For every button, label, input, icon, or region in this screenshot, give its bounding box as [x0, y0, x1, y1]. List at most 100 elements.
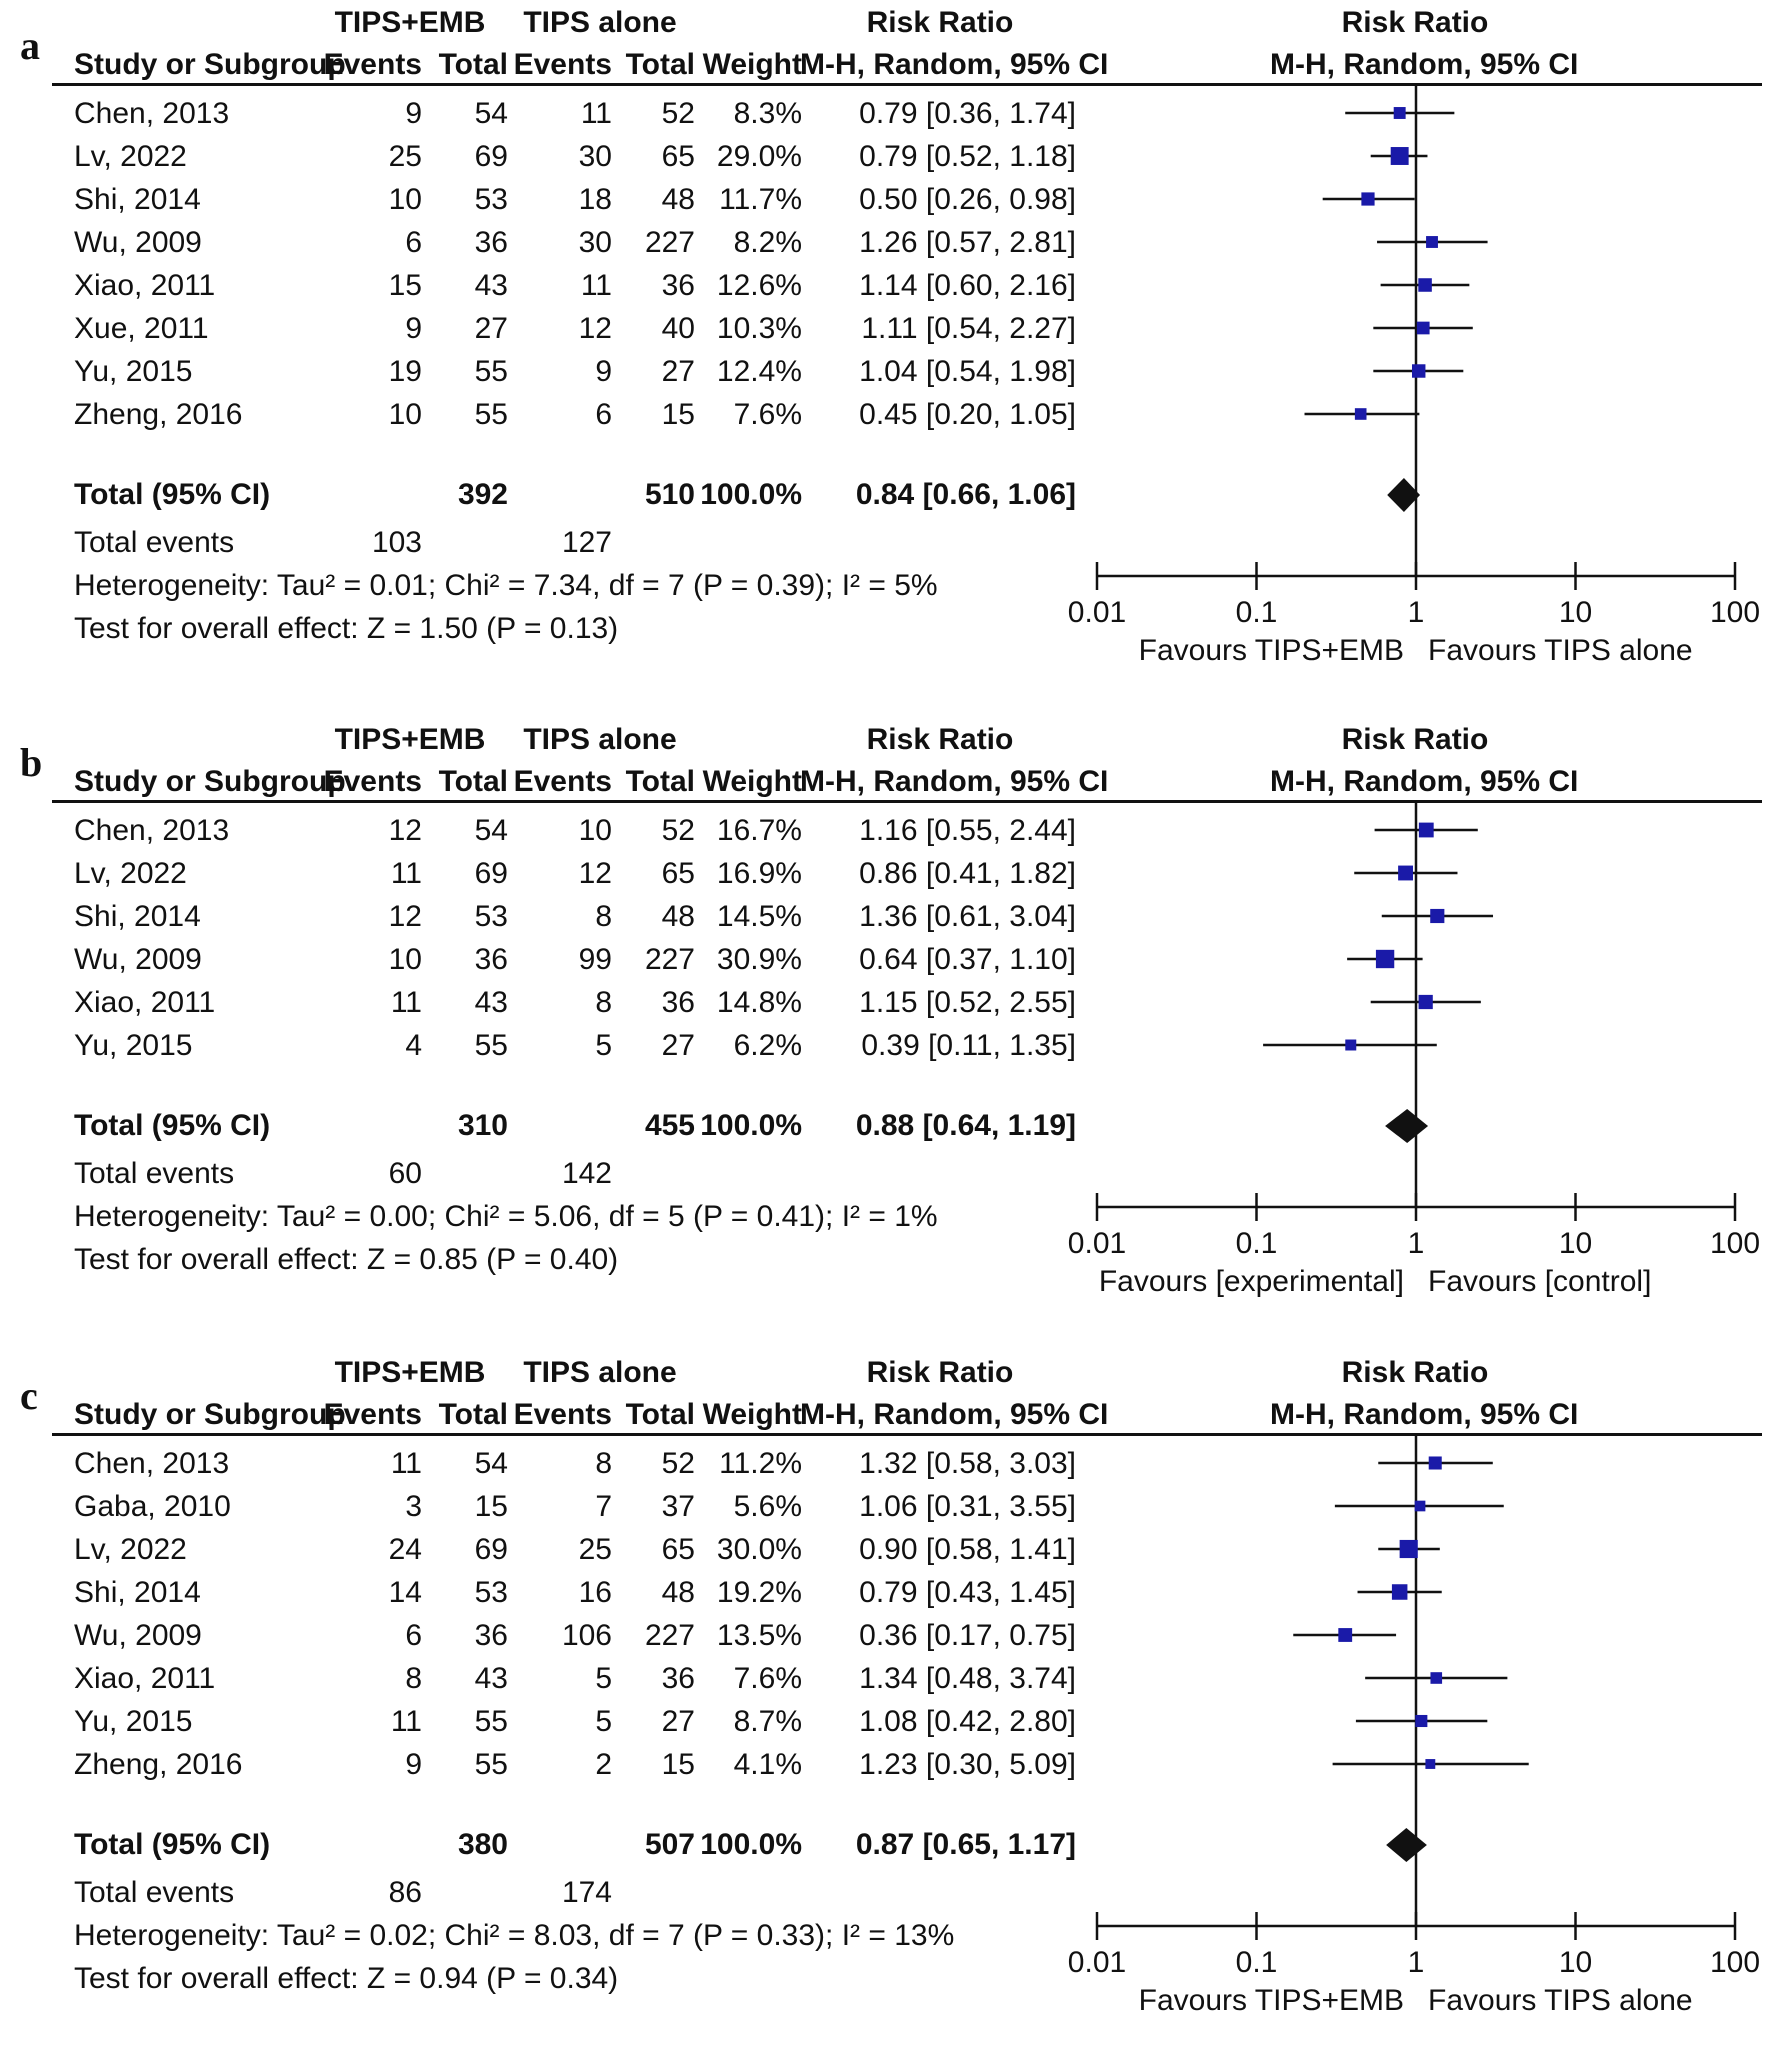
weight-cell: 7.6% — [733, 1662, 802, 1695]
total-ci: 0.87 [0.65, 1.17] — [855, 1828, 1076, 1861]
events1-cell: 6 — [405, 226, 422, 259]
effect-marker — [1418, 822, 1434, 838]
total-events-label: Total events — [74, 1157, 235, 1190]
total1-header: Total — [438, 1398, 508, 1431]
total1-header: Total — [438, 765, 508, 798]
total2-cell: 27 — [661, 1705, 695, 1738]
study-column-header: Study or Subgroup — [74, 765, 346, 798]
ci-cell: 1.16 [0.55, 2.44] — [859, 814, 1076, 847]
x-tick-label: 0.01 — [1068, 596, 1126, 629]
ci-cell: 1.08 [0.42, 2.80] — [859, 1705, 1076, 1738]
risk-ratio-plot-header: Risk Ratio — [1341, 1356, 1489, 1389]
effect-marker — [1430, 908, 1445, 924]
weight-header: Weight — [702, 765, 802, 798]
total1-sum: 310 — [457, 1109, 508, 1142]
total2-cell: 48 — [661, 1576, 695, 1609]
total2-cell: 27 — [661, 1029, 695, 1062]
events2-cell: 5 — [595, 1029, 612, 1062]
effect-marker — [1375, 949, 1395, 969]
risk-ratio-plot-header: Risk Ratio — [1341, 723, 1489, 756]
effect-marker — [1430, 1672, 1443, 1684]
method-plot-header: M-H, Random, 95% CI — [1270, 1398, 1579, 1431]
ci-cell: 1.23 [0.30, 5.09] — [859, 1748, 1076, 1781]
events2-cell: 18 — [578, 183, 612, 216]
header-rule — [52, 1433, 1762, 1436]
weight-cell: 8.3% — [733, 97, 802, 130]
effect-marker — [1416, 321, 1430, 335]
study-name: Wu, 2009 — [74, 226, 202, 259]
effect-marker — [1338, 1628, 1353, 1642]
ci-cell: 1.34 [0.48, 3.74] — [859, 1662, 1076, 1695]
events1-cell: 11 — [390, 1705, 422, 1738]
ci-cell: 1.36 [0.61, 3.04] — [859, 900, 1076, 933]
total1-cell: 55 — [474, 1705, 508, 1738]
total2-cell: 15 — [661, 398, 695, 431]
weight-cell: 29.0% — [716, 140, 802, 173]
events2-cell: 30 — [578, 140, 612, 173]
total1-cell: 54 — [474, 1447, 508, 1480]
total-events-label: Total events — [74, 526, 235, 559]
ci-cell: 0.79 [0.36, 1.74] — [859, 97, 1076, 130]
weight-cell: 14.5% — [716, 900, 802, 933]
favours-left-label: Favours [experimental] — [1099, 1265, 1404, 1298]
events1-cell: 9 — [405, 312, 422, 345]
total2-header: Total — [625, 1398, 695, 1431]
study-name: Wu, 2009 — [74, 1619, 202, 1652]
ci-cell: 0.90 [0.58, 1.41] — [859, 1533, 1076, 1566]
header-rule — [52, 800, 1762, 803]
overall-effect-text: Test for overall effect: Z = 1.50 (P = 0… — [74, 612, 619, 645]
study-name: Shi, 2014 — [74, 900, 201, 933]
events2-cell: 7 — [595, 1490, 612, 1523]
weight-cell: 14.8% — [716, 986, 802, 1019]
events1-cell: 11 — [390, 986, 422, 1019]
weight-cell: 30.0% — [716, 1533, 802, 1566]
total2-cell: 36 — [661, 1662, 695, 1695]
effect-marker — [1418, 994, 1433, 1010]
total2-cell: 15 — [661, 1748, 695, 1781]
total-events2: 127 — [561, 526, 612, 559]
ci-cell: 1.15 [0.52, 2.55] — [859, 986, 1076, 1019]
panel-label: b — [20, 740, 43, 785]
group1-header: TIPS+EMB — [334, 1356, 486, 1389]
events1-cell: 9 — [405, 97, 422, 130]
total-events2: 142 — [561, 1157, 612, 1190]
total2-cell: 65 — [661, 857, 695, 890]
events2-cell: 2 — [595, 1748, 612, 1781]
weight-cell: 12.6% — [716, 269, 802, 302]
study-name: Chen, 2013 — [74, 97, 230, 130]
total1-cell: 54 — [474, 814, 508, 847]
favours-right-label: Favours TIPS alone — [1428, 634, 1693, 667]
events1-cell: 19 — [388, 355, 422, 388]
ci-cell: 0.64 [0.37, 1.10] — [859, 943, 1076, 976]
study-name: Yu, 2015 — [74, 355, 193, 388]
weight-cell: 10.3% — [716, 312, 802, 345]
total1-cell: 69 — [474, 857, 508, 890]
x-tick-label: 0.01 — [1068, 1946, 1126, 1979]
panel-label: a — [20, 23, 40, 68]
method-plot-header: M-H, Random, 95% CI — [1270, 48, 1579, 81]
risk-ratio-header: Risk Ratio — [866, 723, 1014, 756]
study-name: Gaba, 2010 — [74, 1490, 231, 1523]
x-tick-label: 10 — [1559, 1946, 1592, 1979]
ci-cell: 1.14 [0.60, 2.16] — [859, 269, 1076, 302]
events1-cell: 12 — [388, 814, 422, 847]
total2-cell: 52 — [661, 97, 695, 130]
weight-header: Weight — [702, 48, 802, 81]
study-name: Shi, 2014 — [74, 1576, 201, 1609]
total2-cell: 227 — [644, 1619, 695, 1652]
study-name: Lv, 2022 — [74, 140, 187, 173]
total1-cell: 53 — [474, 1576, 508, 1609]
total2-cell: 36 — [661, 269, 695, 302]
weight-header: Weight — [702, 1398, 802, 1431]
method-header: M-H, Random, 95% CI — [800, 1398, 1109, 1431]
group2-header: TIPS alone — [523, 6, 677, 39]
total1-cell: 54 — [474, 97, 508, 130]
events2-cell: 5 — [595, 1705, 612, 1738]
total1-cell: 43 — [474, 986, 508, 1019]
weight-cell: 5.6% — [733, 1490, 802, 1523]
total2-cell: 36 — [661, 986, 695, 1019]
effect-marker — [1398, 865, 1413, 881]
x-tick-label: 0.1 — [1236, 1227, 1278, 1260]
events2-header: Events — [513, 48, 612, 81]
favours-right-label: Favours [control] — [1428, 1265, 1651, 1298]
